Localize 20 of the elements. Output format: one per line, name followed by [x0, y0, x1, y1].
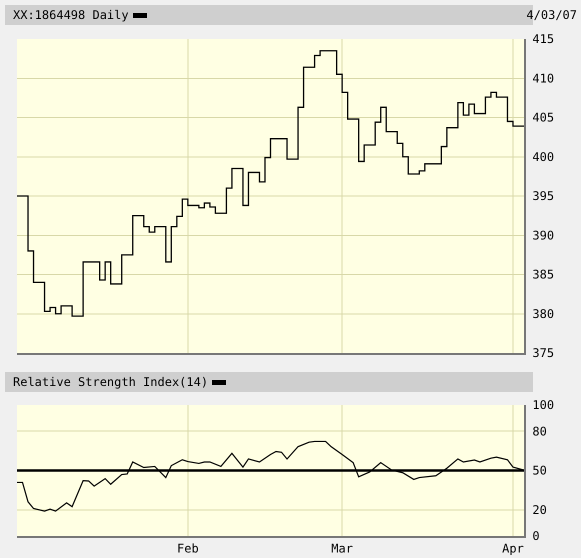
chart-title: Relative Strength Index(14) — [12, 374, 208, 391]
y-tick-label: 400 — [532, 150, 554, 164]
y-tick-label: 80 — [532, 424, 547, 438]
y-tick-label: 385 — [532, 268, 554, 282]
y-tick-label: 100 — [532, 398, 554, 412]
text: 4/03/07 — [526, 7, 577, 24]
y-tick-label: 410 — [532, 71, 554, 86]
x-tick-label: Feb — [176, 541, 199, 556]
y-tick-label: 415 — [532, 32, 554, 46]
y-tick-label: 395 — [532, 189, 554, 204]
chart-title: XX:1864498 Daily — [12, 7, 129, 24]
y-tick-label: 380 — [532, 306, 554, 321]
y-tick-label: 405 — [532, 110, 554, 125]
x-tick-label: Apr — [502, 541, 524, 556]
y-tick-label: 50 — [532, 464, 547, 478]
y-tick-label: 0 — [532, 529, 540, 544]
y-tick-label: 375 — [532, 346, 554, 360]
y-tick-label: 390 — [532, 228, 554, 242]
x-tick-label: Mar — [331, 541, 353, 556]
y-tick-label: 20 — [532, 503, 547, 517]
